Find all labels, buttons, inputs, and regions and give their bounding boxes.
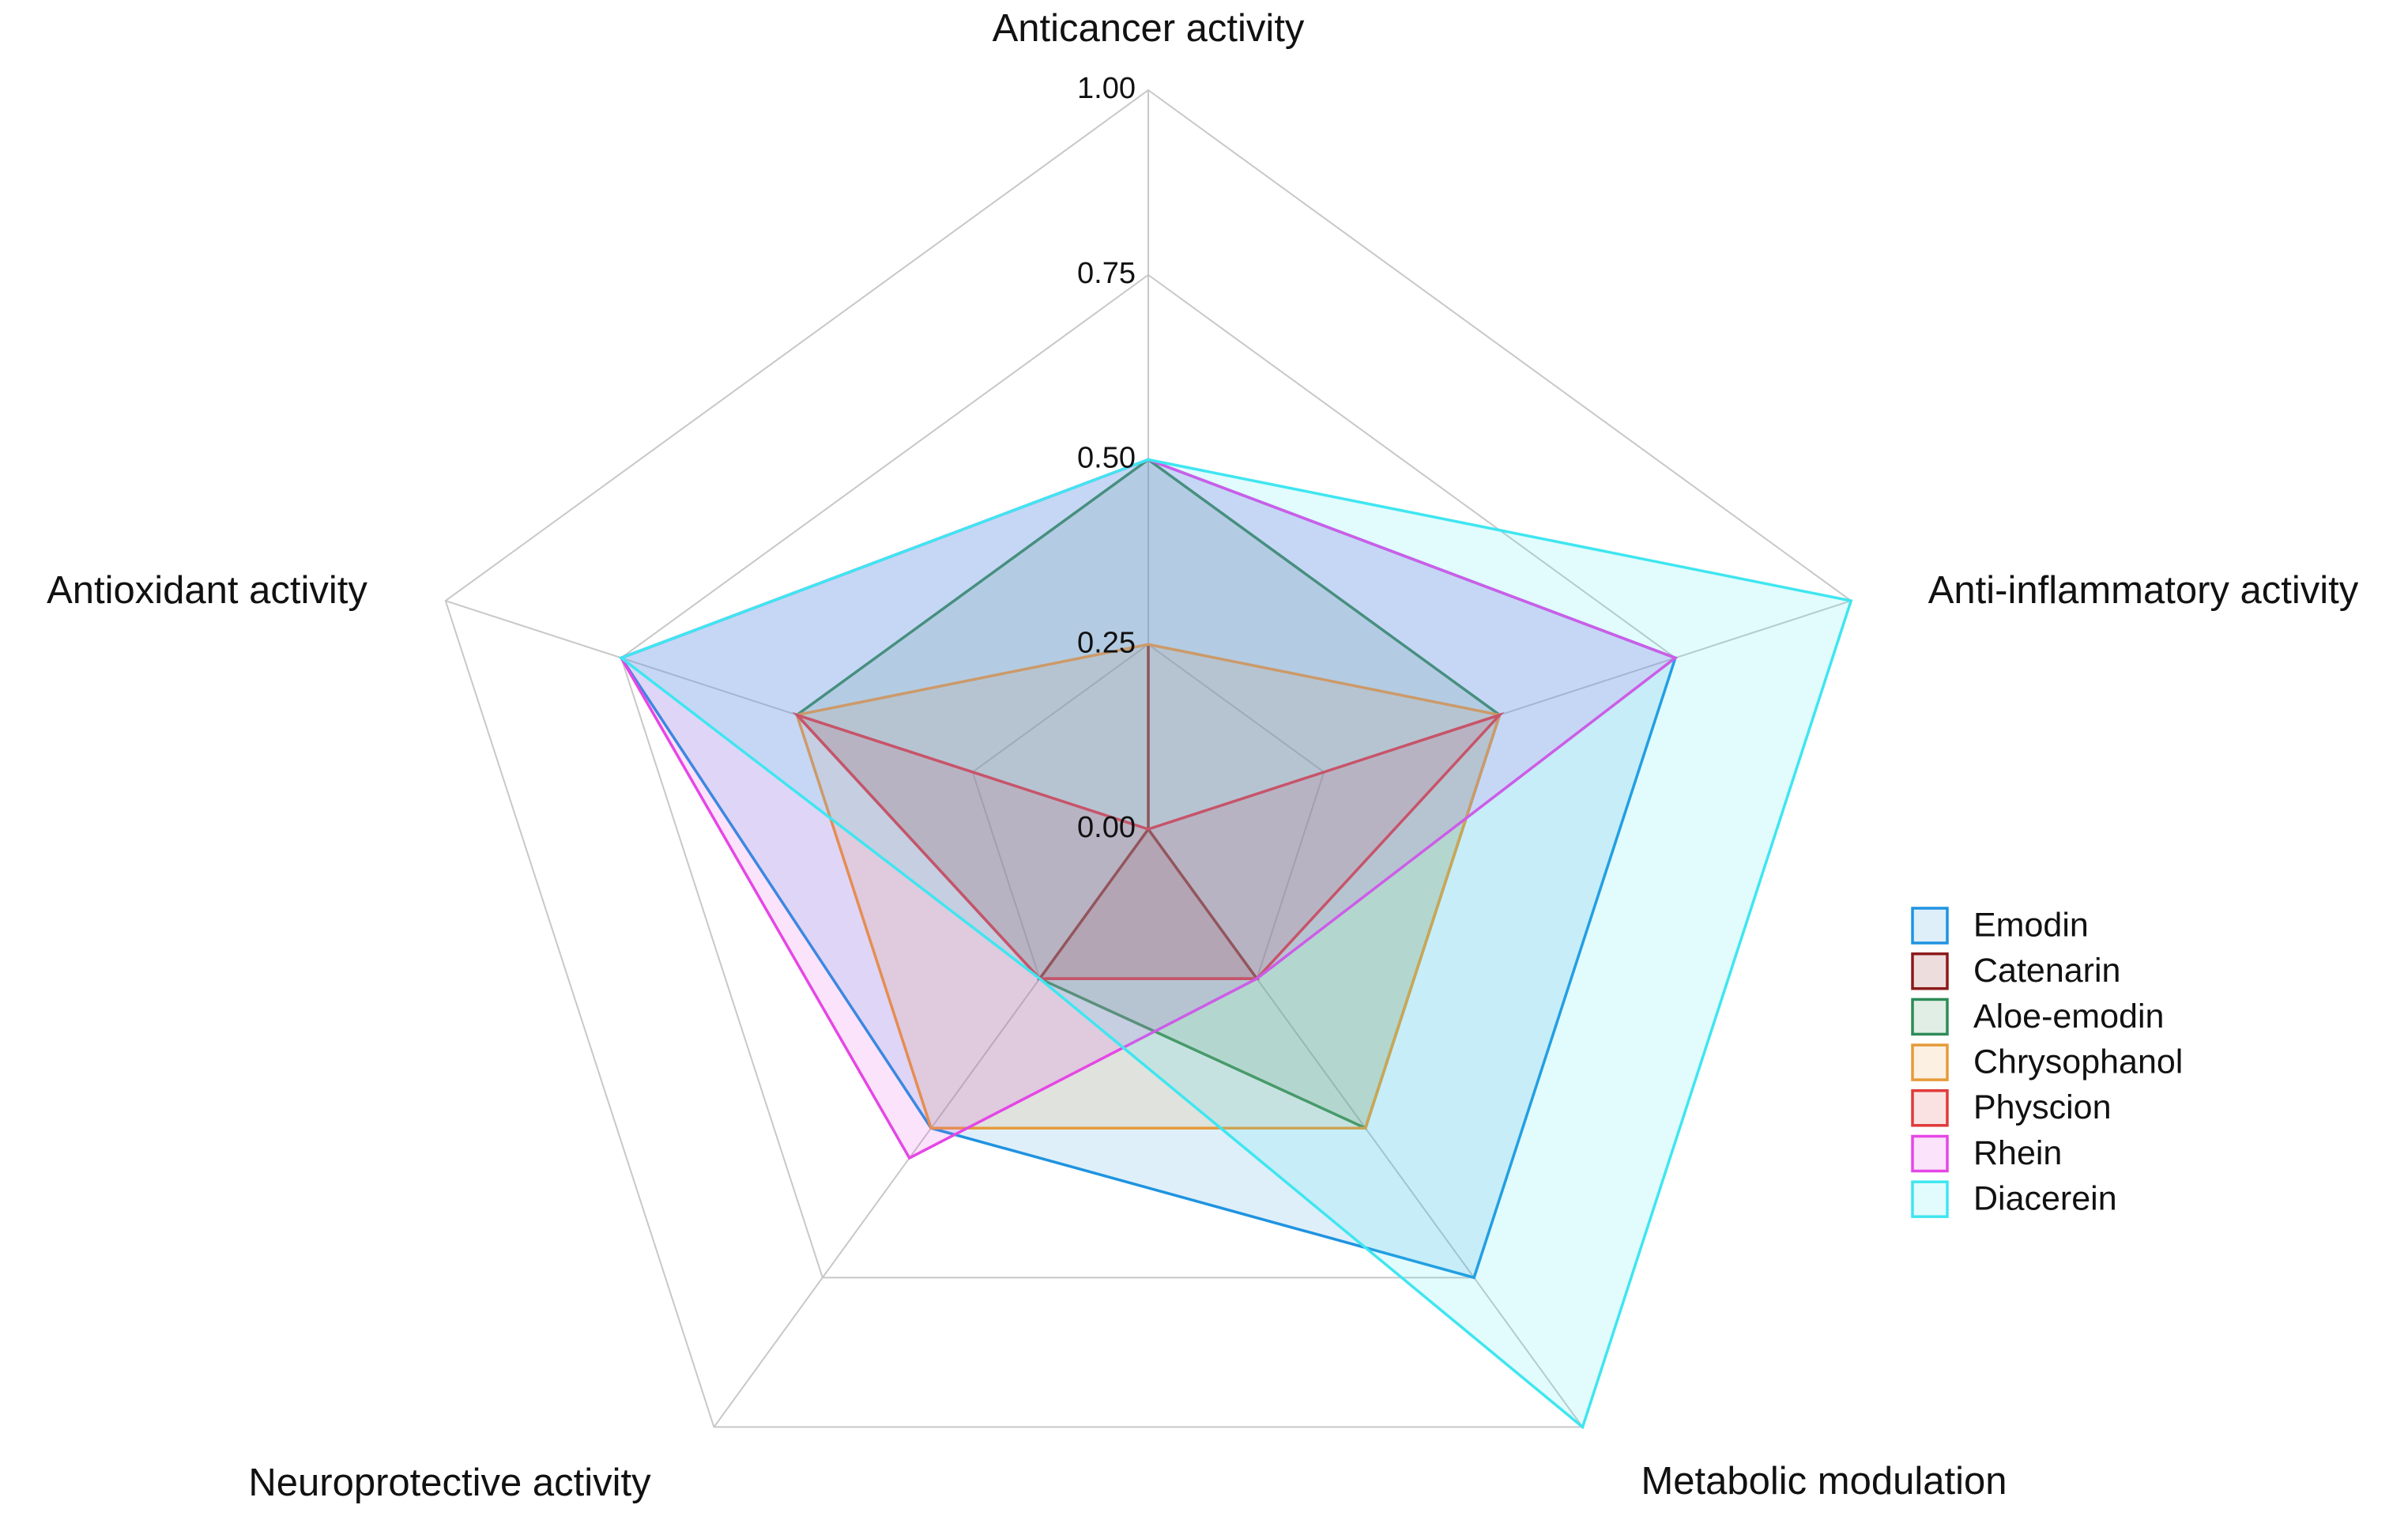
series-area: [792, 711, 1505, 980]
legend-label: Diacerein: [1973, 1180, 2117, 1218]
axis-label: Neuroprotective activity: [248, 1462, 651, 1504]
legend-swatch: [1911, 952, 1949, 990]
r-tick-label: 0.75: [1077, 257, 1136, 290]
legend-swatch: [1911, 1043, 1949, 1081]
series-area: [794, 458, 1502, 1130]
axis-label: Antioxidant activity: [47, 569, 367, 612]
r-tick-label: 0.00: [1077, 811, 1136, 844]
legend-label: Chrysophanol: [1973, 1043, 2183, 1081]
axis-label: Anticancer activity: [993, 7, 1305, 50]
legend-swatch: [1911, 907, 1949, 945]
legend-swatch: [1911, 1180, 1949, 1218]
series-area: [795, 643, 1502, 1130]
legend-swatch: [1911, 1134, 1949, 1173]
axis-label: Metabolic modulation: [1641, 1460, 2007, 1503]
grid-ring: [620, 273, 1677, 1279]
grid-ring: [444, 89, 1852, 1428]
legend-label: Physcion: [1973, 1088, 2111, 1126]
series-area: [618, 458, 1853, 1430]
r-tick-label: 0.50: [1077, 442, 1136, 475]
legend-label: Aloe-emodin: [1973, 998, 2164, 1035]
legend-label: Catenarin: [1973, 952, 2120, 990]
r-tick-label: 0.25: [1077, 626, 1136, 659]
legend-swatch: [1911, 998, 1949, 1036]
legend-swatch: [1911, 1089, 1949, 1127]
legend-label: Rhein: [1973, 1134, 2062, 1172]
legend-label: Emodin: [1973, 906, 2089, 944]
r-tick-label: 1.00: [1077, 72, 1136, 105]
axis-label: Anti-inflammatory activity: [1928, 569, 2359, 612]
